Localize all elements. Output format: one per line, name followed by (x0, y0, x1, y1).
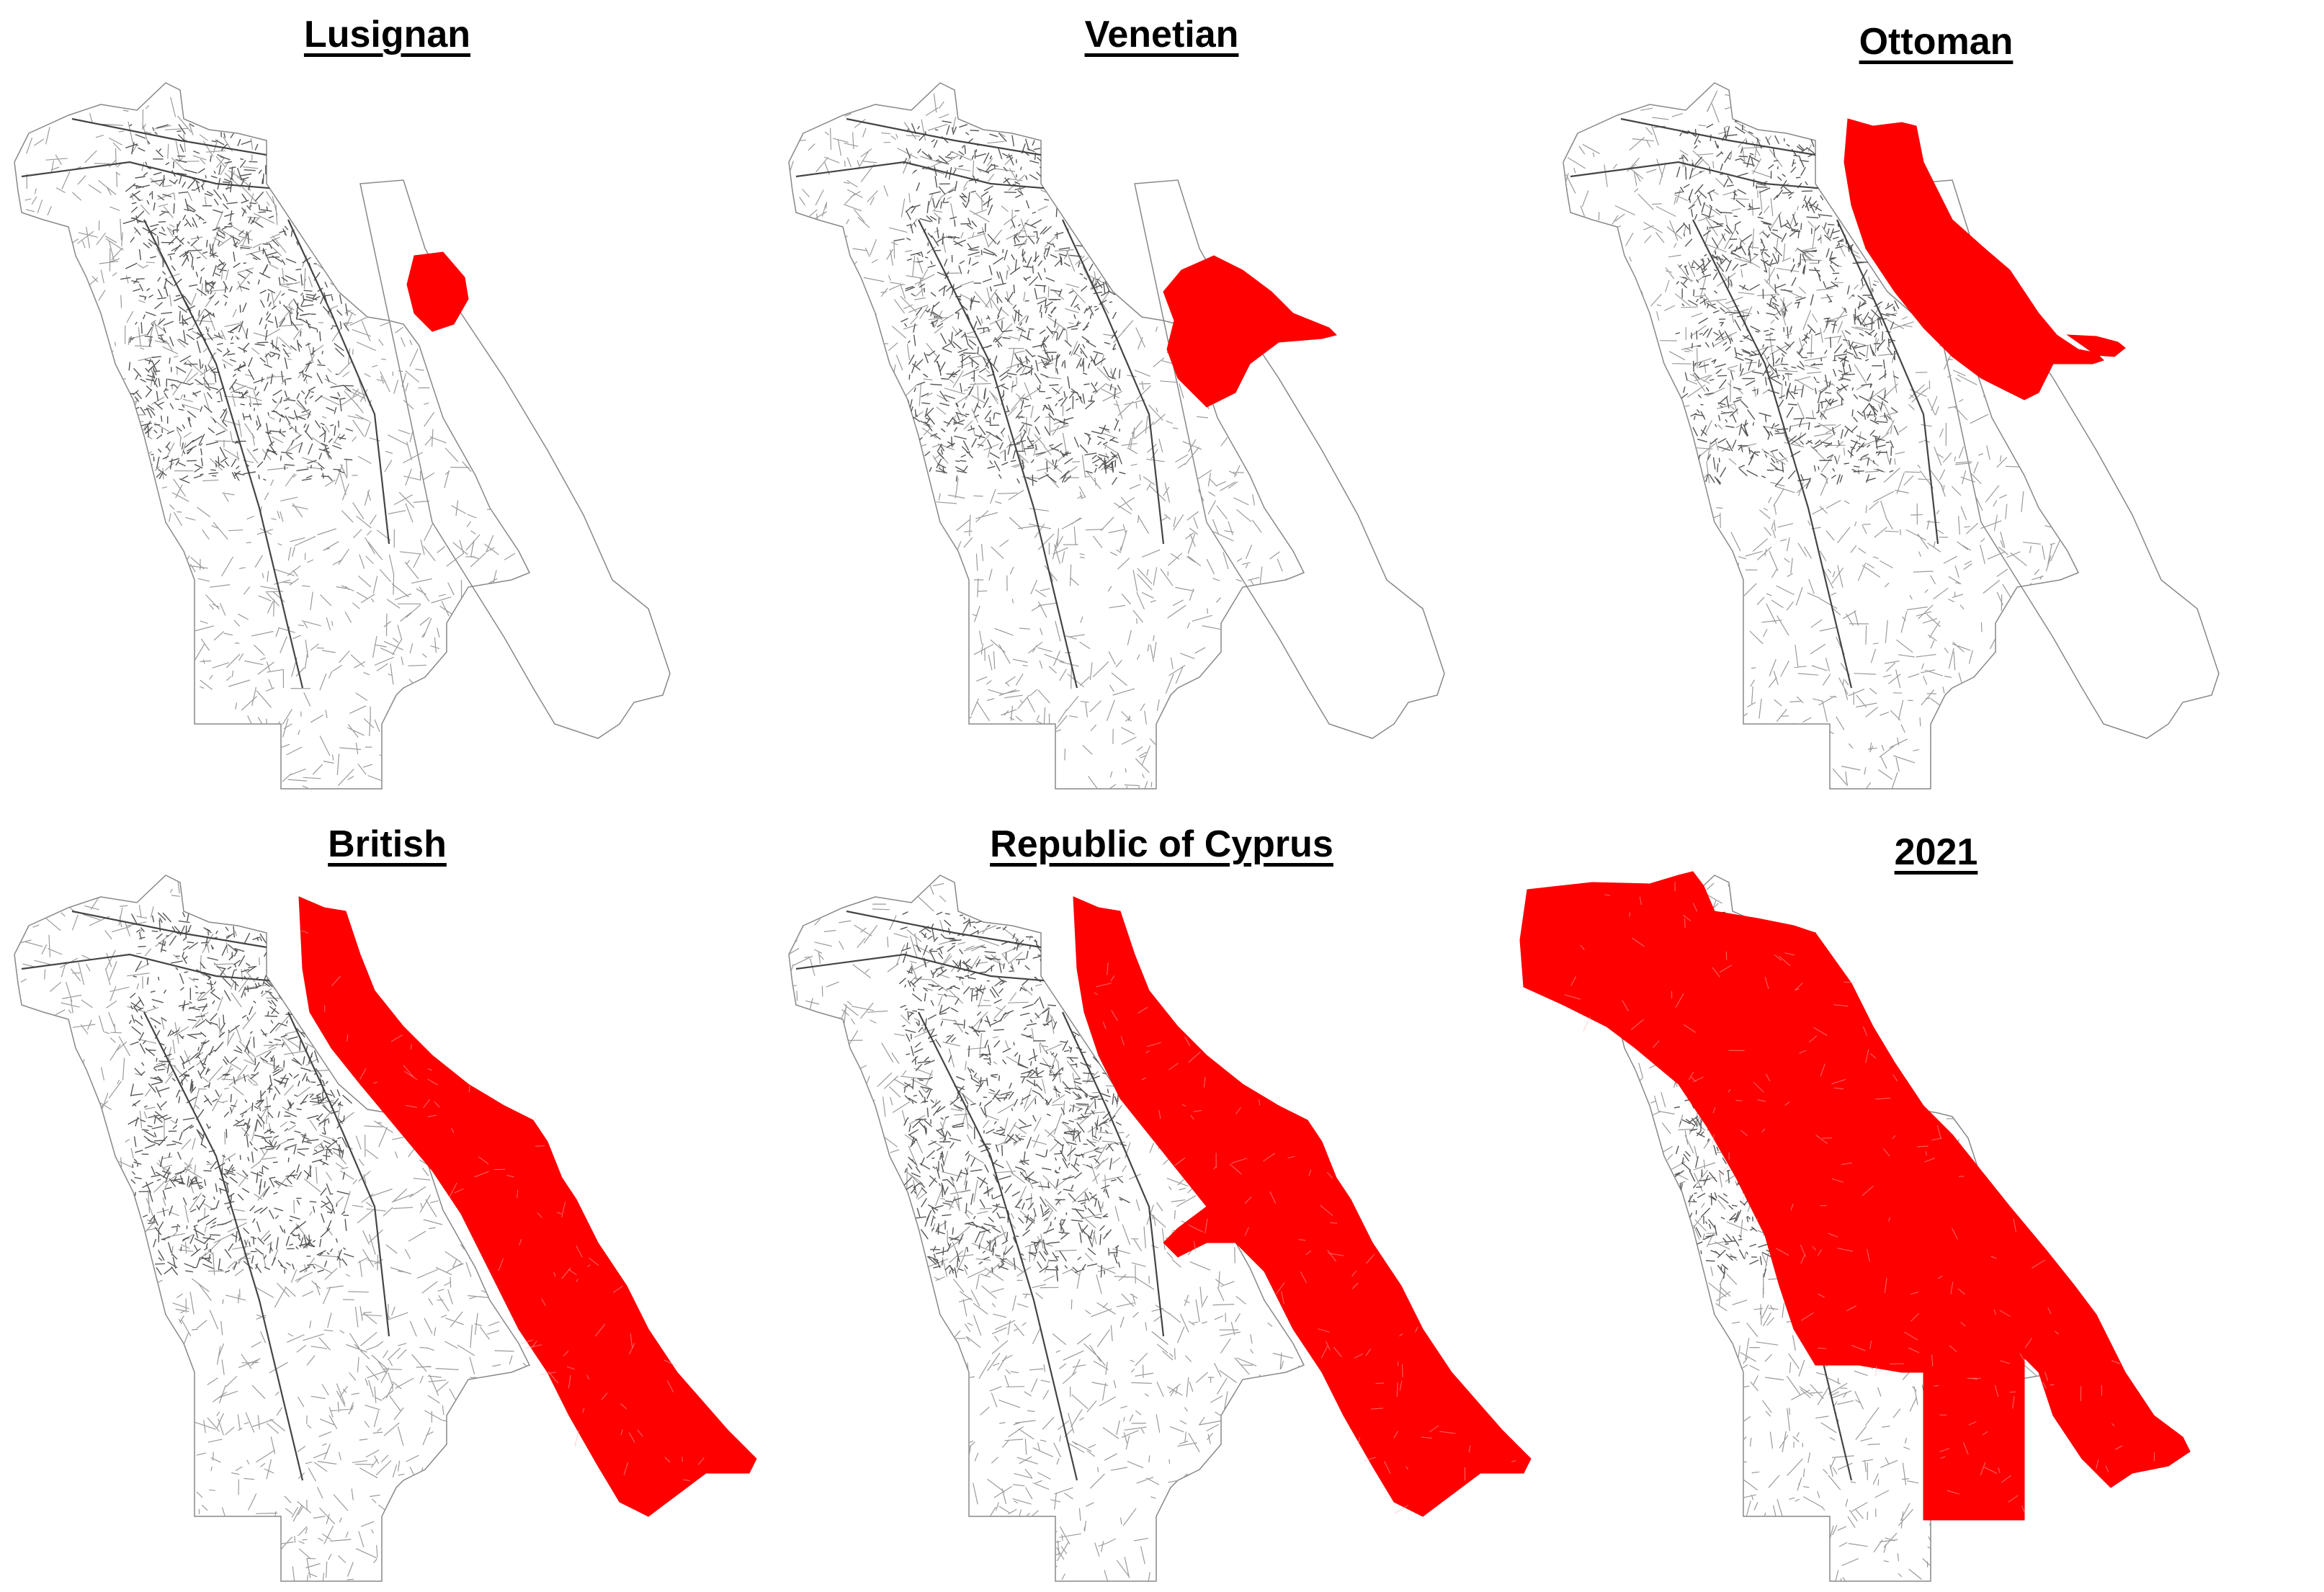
city-boundary (788, 82, 1305, 790)
map-panel-lusignan: Lusignan (0, 0, 774, 796)
main-avenue (71, 910, 267, 949)
coastal-strip-outline (359, 179, 671, 739)
main-avenue (918, 1011, 1078, 1481)
panel-title: 2021 (1894, 831, 1978, 873)
streets-dense (893, 120, 1126, 486)
city-map (788, 875, 1532, 1582)
panel-title: Venetian (1084, 14, 1239, 55)
urban-extent-highlight (406, 251, 469, 332)
map-panel-venetian: Venetian (774, 0, 1549, 796)
street-network (789, 93, 1304, 789)
streets-in-extent (1094, 962, 1516, 1514)
streets-light (1563, 90, 2062, 789)
main-avenue (287, 219, 390, 545)
panel-title: Ottoman (1859, 21, 2014, 63)
panel-title: British (328, 823, 447, 865)
city-map (1519, 871, 2191, 1582)
street-network (14, 882, 529, 1581)
city-boundary (788, 875, 1305, 1582)
main-avenue (21, 953, 303, 985)
main-avenue (918, 219, 1078, 689)
main-avenue (846, 910, 1042, 949)
main-avenue (143, 1011, 304, 1481)
streets-dense (898, 911, 1130, 1282)
city-boundary (1563, 82, 2080, 790)
urban-extent-highlight (1163, 255, 1337, 408)
urban-extent-highlight (1073, 896, 1532, 1517)
panel-title: Lusignan (303, 14, 471, 55)
map-panel-republic-of-cyprus: Republic of Cyprus (774, 796, 1549, 1592)
urban-extent-highlight (298, 896, 757, 1517)
main-avenue (1062, 1011, 1165, 1337)
main-avenue (21, 161, 303, 192)
main-avenue (1620, 117, 1816, 156)
city-boundary (14, 82, 531, 790)
map-panel-ottoman: Ottoman (1549, 0, 2323, 796)
urban-extent-highlight (2066, 334, 2126, 357)
main-avenue (287, 1011, 390, 1337)
main-avenue (1570, 161, 1852, 192)
streets-in-extent (1564, 882, 2155, 1513)
main-avenue (795, 953, 1078, 985)
map-panel-2021: 2021 (1519, 796, 2323, 1592)
city-map (14, 875, 757, 1582)
city-boundary (14, 875, 531, 1582)
main-avenue (1692, 219, 1853, 689)
urban-extent-highlight (1843, 118, 2104, 401)
panel-title: Republic of Cyprus (990, 823, 1333, 865)
streets-dense (128, 912, 354, 1276)
main-avenue (795, 161, 1078, 192)
city-map (14, 82, 671, 790)
main-avenue (143, 219, 304, 689)
main-avenue (1062, 219, 1165, 545)
streets-dense (1674, 120, 1900, 489)
streets-in-extent (300, 930, 705, 1481)
streets-light (24, 97, 516, 789)
city-map (1563, 82, 2220, 790)
main-avenue (1836, 219, 1939, 545)
main-avenue (71, 117, 267, 156)
street-network (1563, 90, 2062, 789)
main-avenue (846, 117, 1042, 156)
city-map (788, 82, 1445, 790)
map-panel-british: British (0, 796, 774, 1592)
